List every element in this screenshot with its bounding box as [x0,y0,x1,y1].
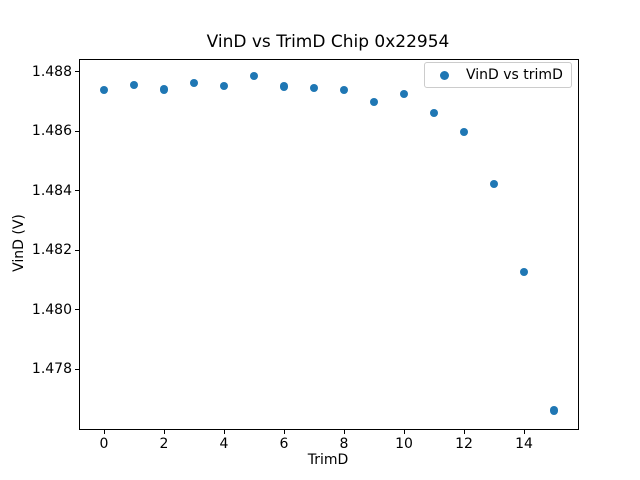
data-point [519,267,529,277]
data-point [459,127,469,136]
x-tick-label: 4 [219,436,229,452]
x-tick-label: 8 [339,436,349,452]
data-point [279,82,289,91]
x-tick-label: 2 [159,436,169,452]
y-tick-label: 1.478 [31,361,72,378]
data-point [339,85,349,95]
x-axis-label: TrimD [307,452,349,468]
y-tick-label: 1.480 [31,301,72,318]
data-point [99,85,109,94]
data-point [219,81,229,91]
x-tick-label: 10 [395,436,413,452]
data-point [399,89,409,99]
x-tick-mark [103,429,105,434]
data-point [309,83,319,93]
y-tick-mark [75,130,80,132]
y-tick-label: 1.488 [31,63,72,80]
y-tick-label: 1.482 [31,242,72,259]
y-tick-mark [75,71,80,73]
data-point [129,81,139,90]
data-point [549,406,559,415]
legend: VinD vs trimD [424,62,572,88]
data-point [159,85,169,94]
x-tick-mark [523,429,525,434]
x-tick-label: 6 [279,436,289,452]
x-tick-mark [163,429,165,434]
x-tick-mark [403,429,405,434]
y-tick-label: 1.486 [31,123,72,140]
data-point [429,108,439,118]
x-tick-mark [343,429,345,434]
legend-label: VinD vs trimD [466,67,563,83]
data-point [189,78,199,88]
x-tick-label: 12 [455,436,473,452]
data-point [369,98,379,107]
x-tick-label: 14 [515,436,533,452]
y-tick-mark [75,249,80,251]
x-tick-mark [463,429,465,434]
data-point [249,71,259,80]
plot-area: VinD vs trimD 0 2 4 6 8 10 12 14 1.478 1.480 1.482… [32,59,579,452]
x-tick-label: 0 [99,436,109,452]
legend-marker-icon [440,70,449,80]
chart-title: VinD vs TrimD Chip 0x22954 [206,32,450,52]
x-tick-mark [223,429,225,434]
data-point [489,179,499,189]
x-tick-mark [283,429,285,434]
y-tick-mark [75,368,80,370]
y-tick-mark [75,309,80,311]
y-tick-label: 1.484 [31,182,72,199]
y-tick-mark [75,190,80,192]
